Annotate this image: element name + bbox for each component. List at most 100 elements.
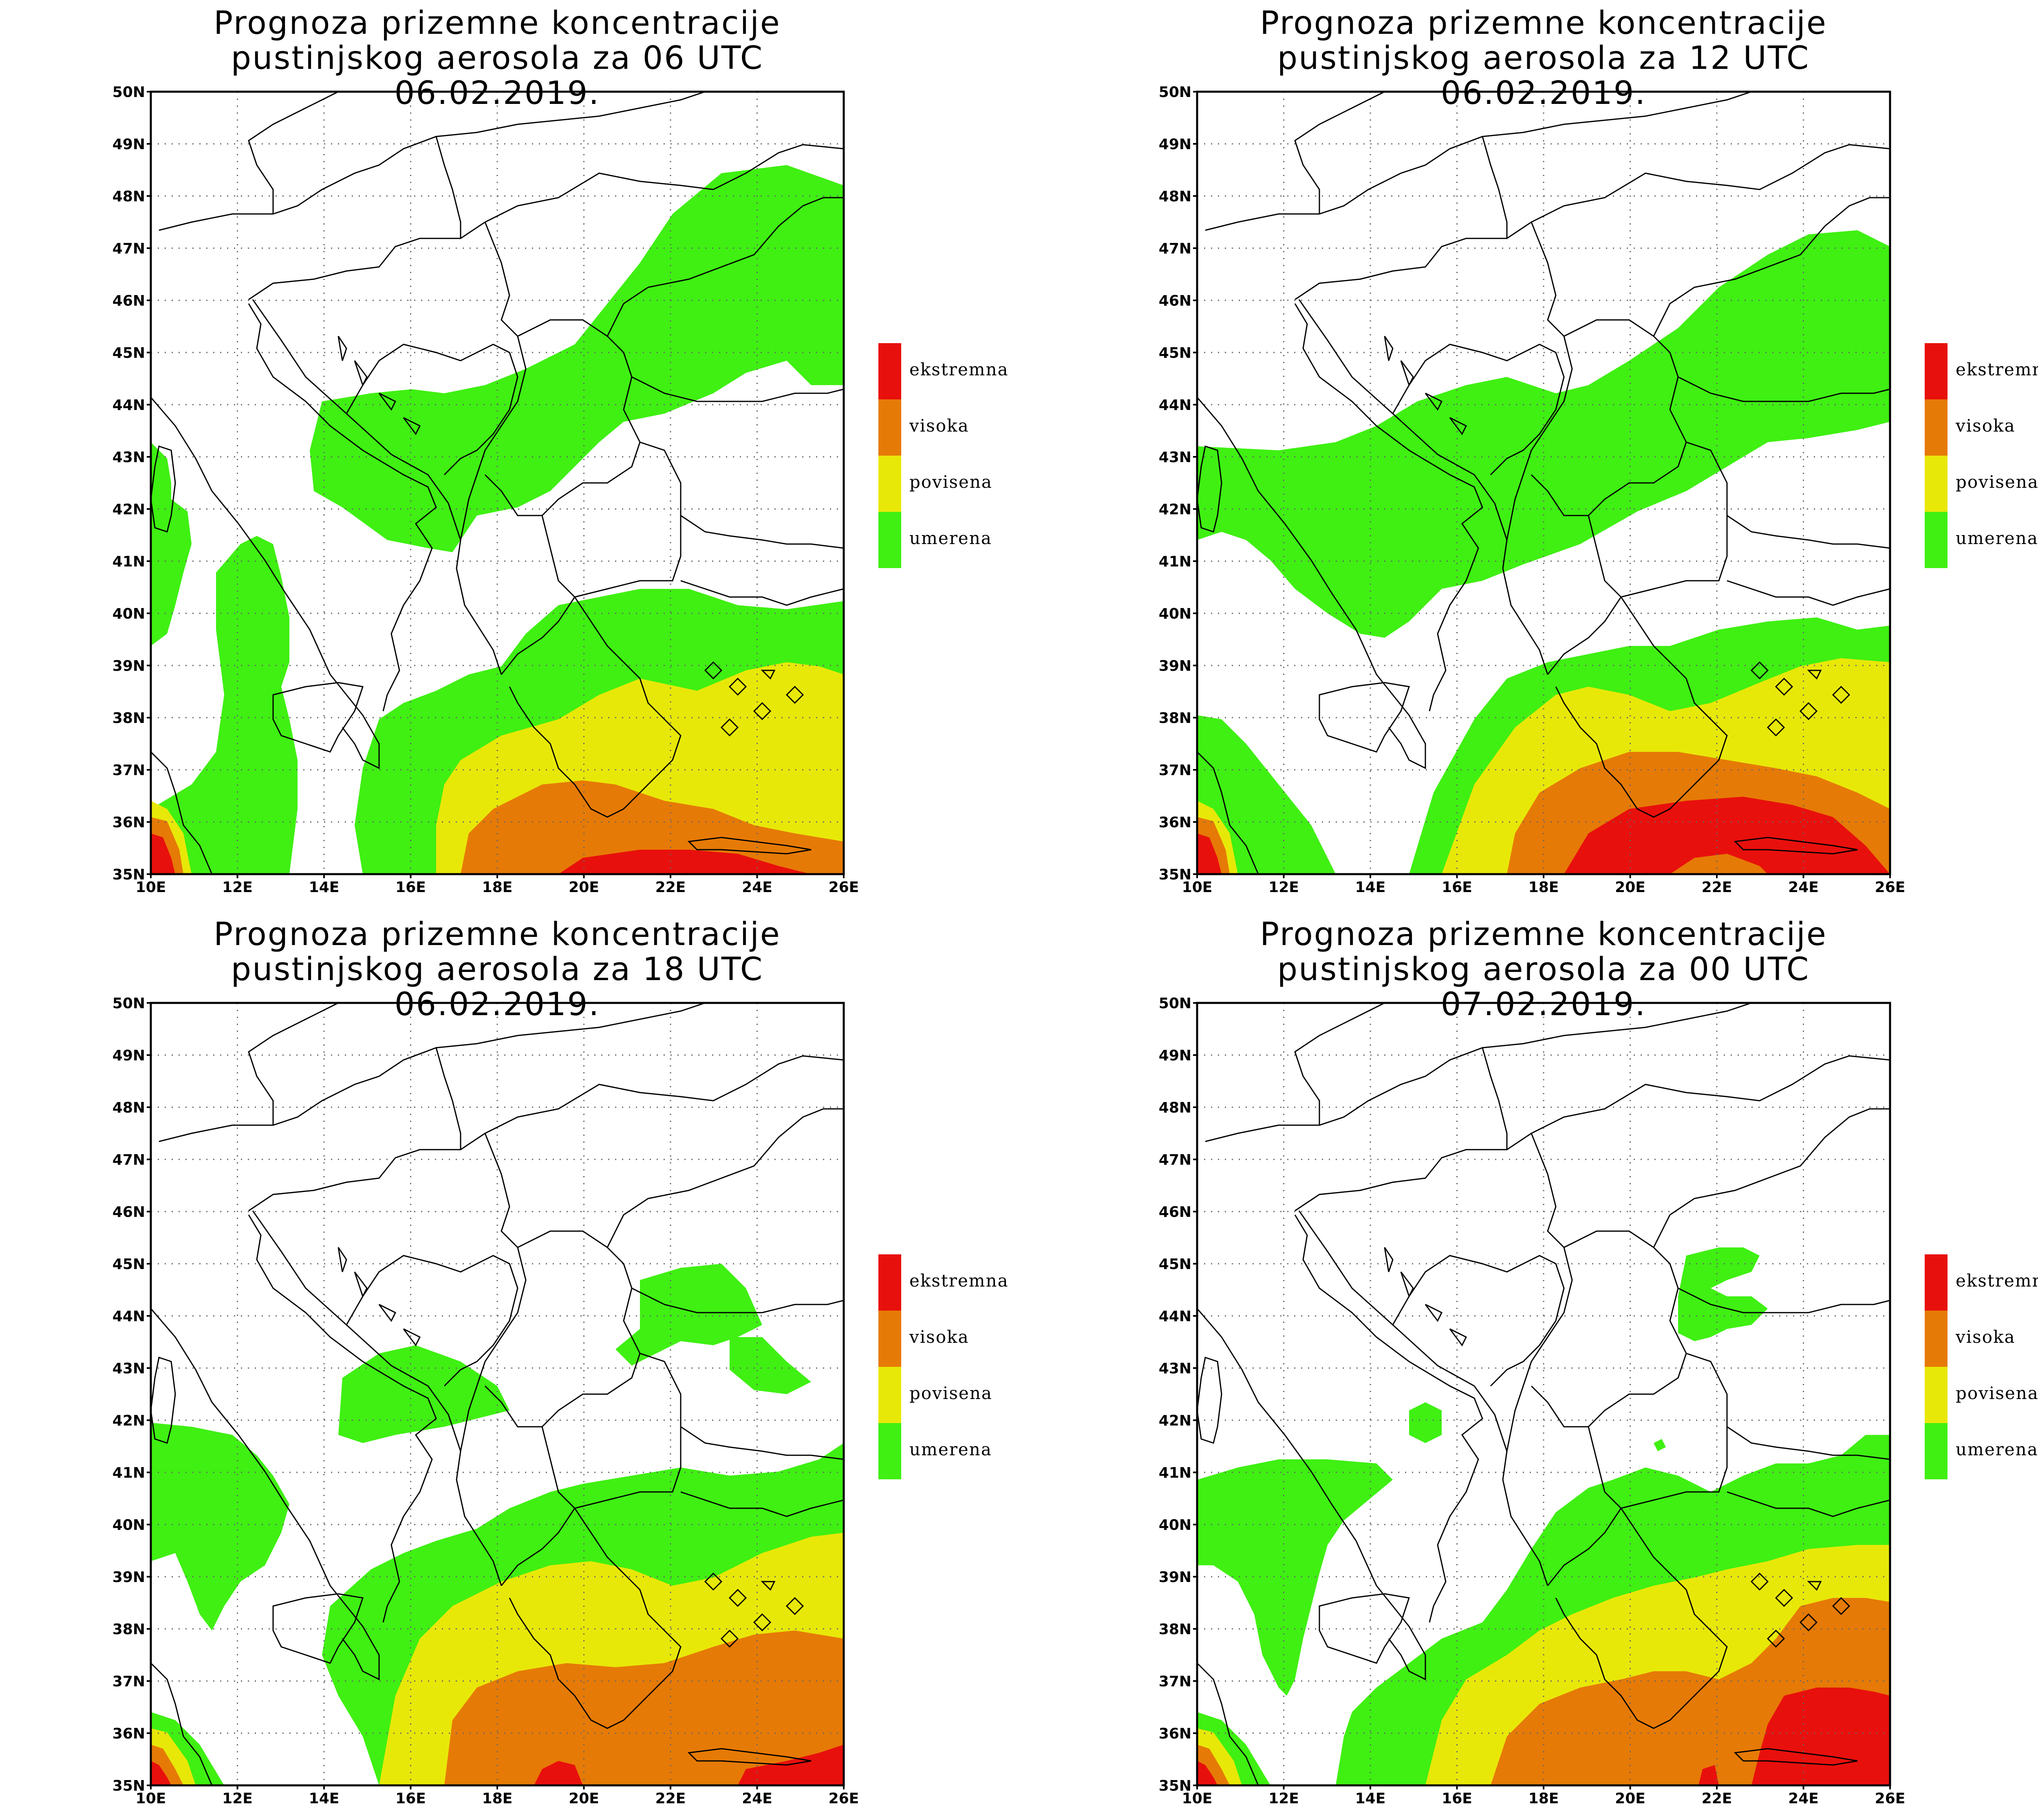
lat-tick-label: 37N bbox=[112, 1673, 145, 1690]
lat-tick-label: 36N bbox=[112, 814, 145, 831]
panel-title-line1: Prognoza prizemne koncentracije bbox=[1260, 5, 1827, 42]
legend-label-povisena: povisena bbox=[909, 1383, 993, 1403]
lat-tick-label: 36N bbox=[1159, 1725, 1191, 1742]
legend-swatch-umerena bbox=[878, 512, 901, 568]
map-frame: 50N 49N 48N 47N 46N 45N 44N 43N 42N 41N 40N 39N 38N 3… bbox=[112, 995, 859, 1807]
lat-tick-label: 44N bbox=[1159, 397, 1191, 414]
lat-tick-label: 48N bbox=[112, 188, 145, 205]
forecast-panel: Prognoza prizemne koncentracije pustinjs… bbox=[1046, 911, 2038, 1820]
lon-tick-label: 24E bbox=[1788, 1790, 1819, 1807]
lon-tick-label: 24E bbox=[1788, 879, 1819, 896]
legend-label-visoka: visoka bbox=[1956, 416, 2016, 436]
lat-tick-label: 44N bbox=[1159, 1308, 1191, 1325]
lon-tick-label: 20E bbox=[569, 879, 599, 896]
lat-tick-label: 48N bbox=[1159, 1099, 1191, 1116]
lon-tick-label: 14E bbox=[1355, 1790, 1386, 1807]
lat-tick-label: 35N bbox=[112, 1778, 145, 1794]
lat-tick-label: 50N bbox=[1159, 995, 1191, 1012]
legend-swatch-povisena bbox=[878, 1367, 901, 1423]
legend-label-visoka: visoka bbox=[909, 416, 969, 436]
lat-tick-label: 36N bbox=[112, 1725, 145, 1742]
panel-title-line2: pustinjskog aerosola za 18 UTC 06.02.201… bbox=[231, 951, 764, 1023]
legend-label-visoka: visoka bbox=[1956, 1327, 2016, 1347]
legend-label-umerena: umerena bbox=[909, 528, 992, 548]
lon-tick-label: 18E bbox=[482, 879, 513, 896]
lon-tick-label: 18E bbox=[1528, 879, 1559, 896]
lat-tick-label: 40N bbox=[1159, 1517, 1191, 1534]
forecast-panel: Prognoza prizemne koncentracije pustinjs… bbox=[0, 0, 1043, 909]
lon-tick-label: 12E bbox=[1268, 879, 1299, 896]
lon-tick-label: 24E bbox=[742, 879, 772, 896]
lat-tick-label: 47N bbox=[112, 1152, 145, 1168]
lat-tick-label: 39N bbox=[1159, 1569, 1191, 1586]
legend-swatch-umerena bbox=[1925, 1423, 1948, 1479]
lat-tick-label: 43N bbox=[112, 1360, 145, 1377]
lat-tick-label: 36N bbox=[1159, 814, 1191, 831]
lon-tick-label: 10E bbox=[136, 879, 166, 896]
lat-lon-grid bbox=[1197, 92, 1890, 874]
lat-tick-label: 40N bbox=[112, 1517, 145, 1534]
legend-swatch-povisena bbox=[1925, 1367, 1948, 1423]
lon-tick-label: 18E bbox=[482, 1790, 513, 1807]
lat-tick-label: 41N bbox=[1159, 1465, 1191, 1481]
legend-swatch-umerena bbox=[878, 1423, 901, 1479]
lat-tick-label: 48N bbox=[112, 1099, 145, 1116]
lon-tick-label: 10E bbox=[136, 1790, 166, 1807]
legend-label-umerena: umerena bbox=[1956, 528, 2038, 548]
lon-tick-label: 12E bbox=[222, 1790, 253, 1807]
lon-tick-label: 18E bbox=[1528, 1790, 1559, 1807]
legend-swatch-povisena bbox=[1925, 456, 1948, 512]
lat-tick-label: 45N bbox=[112, 345, 145, 361]
legend-swatch-ekstremna bbox=[1925, 1254, 1948, 1311]
legend-label-ekstremna: ekstremna bbox=[1956, 359, 2038, 379]
lat-tick-label: 39N bbox=[112, 1569, 145, 1586]
lon-tick-label: 14E bbox=[1355, 879, 1386, 896]
forecast-panel: Prognoza prizemne koncentracije pustinjs… bbox=[0, 911, 1043, 1820]
lon-tick-label: 10E bbox=[1182, 879, 1213, 896]
lat-lon-grid bbox=[151, 1003, 844, 1785]
legend-label-ekstremna: ekstremna bbox=[909, 359, 1009, 379]
lon-tick-label: 10E bbox=[1182, 1790, 1213, 1807]
lat-tick-label: 50N bbox=[112, 84, 145, 101]
lon-tick-label: 20E bbox=[569, 1790, 599, 1807]
legend-label-umerena: umerena bbox=[909, 1439, 992, 1459]
lat-tick-label: 45N bbox=[112, 1256, 145, 1273]
lat-tick-label: 43N bbox=[1159, 1360, 1191, 1377]
lon-tick-label: 26E bbox=[1875, 1790, 1906, 1807]
lon-tick-label: 14E bbox=[309, 879, 340, 896]
lat-tick-label: 43N bbox=[112, 449, 145, 466]
lon-tick-label: 26E bbox=[1875, 879, 1906, 896]
panel-title-line2: pustinjskog aerosola za 12 UTC 06.02.201… bbox=[1277, 40, 1810, 112]
lon-tick-label: 24E bbox=[742, 1790, 772, 1807]
legend-label-visoka: visoka bbox=[909, 1327, 969, 1347]
lat-tick-label: 40N bbox=[1159, 606, 1191, 622]
lon-tick-label: 14E bbox=[309, 1790, 340, 1807]
lon-tick-label: 26E bbox=[829, 879, 859, 896]
lat-lon-grid bbox=[1197, 1003, 1890, 1785]
legend-label-povisena: povisena bbox=[1956, 1383, 2038, 1403]
lat-tick-label: 35N bbox=[1159, 1778, 1191, 1794]
lat-tick-label: 35N bbox=[112, 866, 145, 883]
lon-tick-label: 20E bbox=[1615, 879, 1645, 896]
lat-tick-label: 49N bbox=[1159, 1047, 1191, 1064]
lat-tick-label: 47N bbox=[1159, 240, 1191, 257]
lon-tick-label: 22E bbox=[1702, 1790, 1732, 1807]
panel-title-line2: pustinjskog aerosola za 06 UTC 06.02.201… bbox=[231, 40, 764, 112]
lat-tick-label: 46N bbox=[112, 293, 145, 309]
lat-tick-label: 41N bbox=[112, 553, 145, 570]
lat-tick-label: 45N bbox=[1159, 345, 1191, 361]
lat-tick-label: 39N bbox=[112, 658, 145, 674]
lon-tick-label: 22E bbox=[655, 1790, 686, 1807]
legend-swatch-visoka bbox=[1925, 1311, 1948, 1367]
lon-tick-label: 20E bbox=[1615, 1790, 1645, 1807]
panel-title-line1: Prognoza prizemne koncentracije bbox=[1260, 916, 1827, 953]
lon-tick-label: 12E bbox=[1268, 1790, 1299, 1807]
lon-tick-label: 22E bbox=[655, 879, 686, 896]
lat-tick-label: 37N bbox=[1159, 1673, 1191, 1690]
map-frame: 50N 49N 48N 47N 46N 45N 44N 43N 42N 41N 40N 39N 38N 3… bbox=[1159, 84, 1906, 896]
lon-tick-label: 12E bbox=[222, 879, 253, 896]
map-frame: 50N 49N 48N 47N 46N 45N 44N 43N 42N 41N 40N 39N 38N 3… bbox=[112, 84, 859, 896]
lat-lon-grid bbox=[151, 92, 844, 874]
legend-label-povisena: povisena bbox=[1956, 472, 2038, 492]
legend-swatch-ekstremna bbox=[878, 343, 901, 399]
